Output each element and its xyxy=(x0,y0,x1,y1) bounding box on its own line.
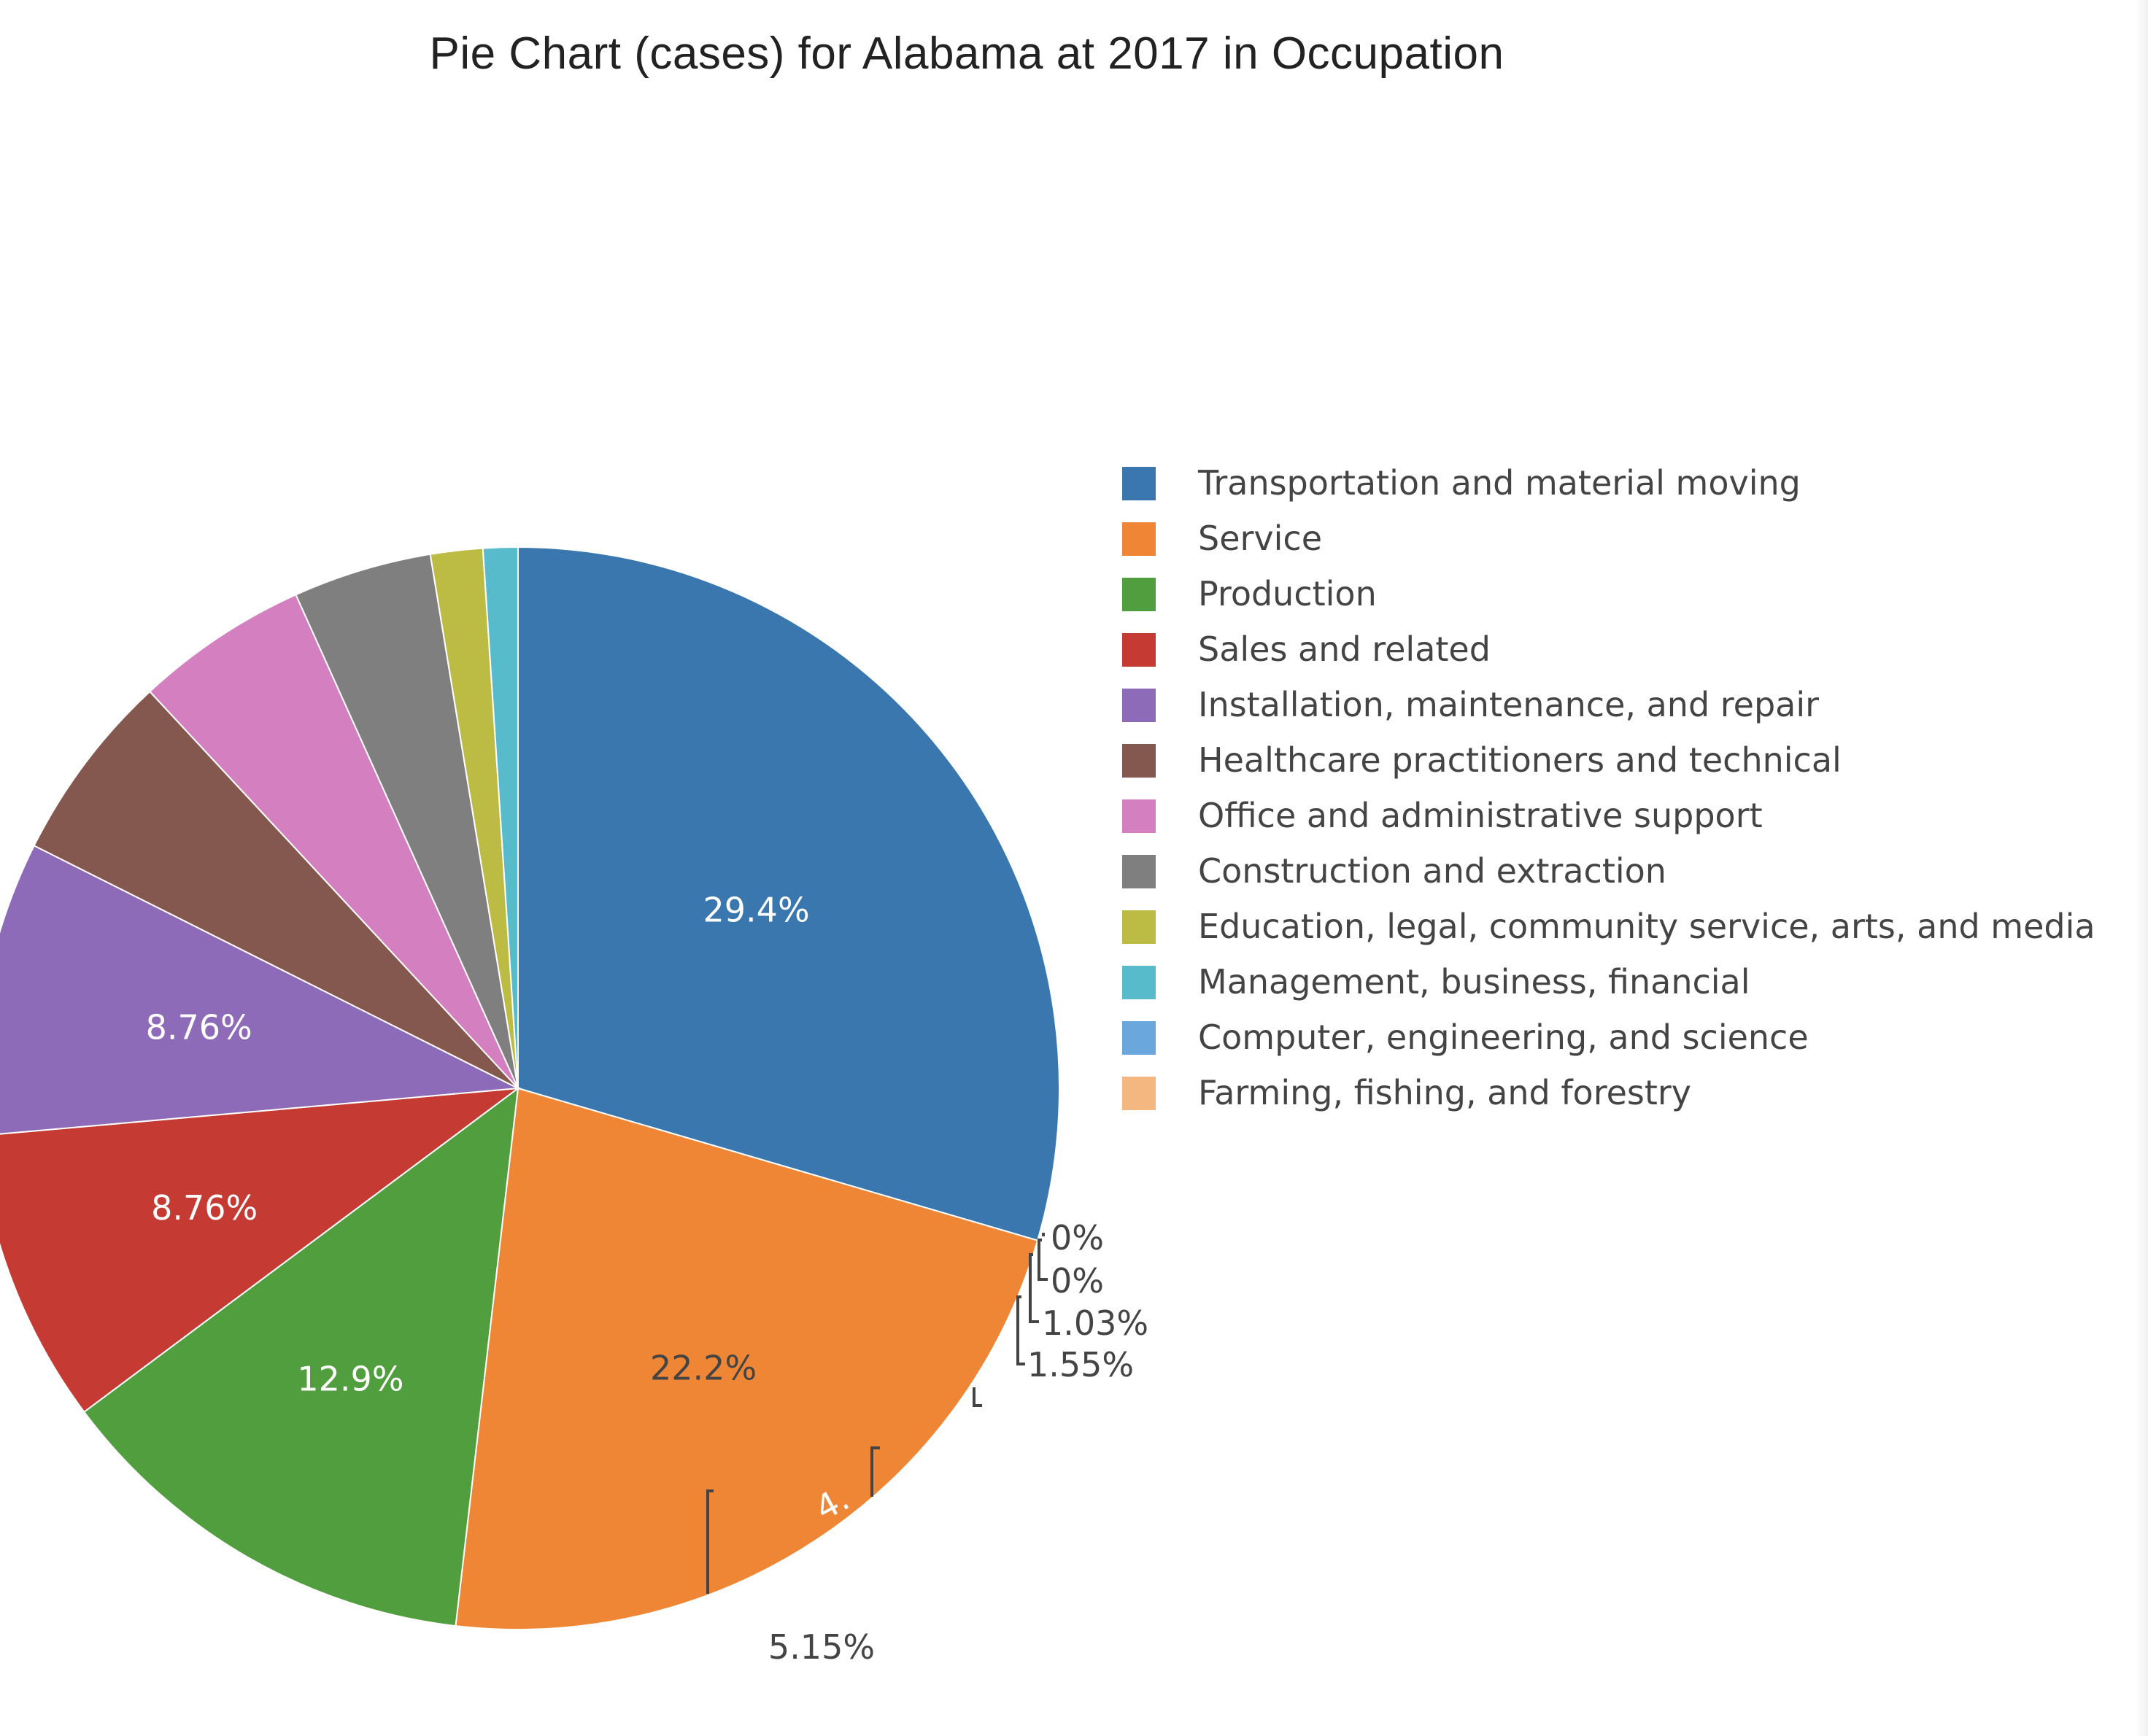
legend-label: Service xyxy=(1198,519,1322,558)
connector-construction-inner xyxy=(870,1446,880,1497)
pie-slice-management-business-financial[interactable] xyxy=(482,546,519,1089)
legend-label: Management, business, financial xyxy=(1198,962,1750,1001)
slice-label-office-and-administrative-support: 5.15% xyxy=(768,1627,875,1667)
connector-management-business-financial xyxy=(1029,1253,1039,1323)
legend-item-management-business-financial[interactable]: Management, business, financial xyxy=(1122,962,1750,1001)
legend-item-transportation-and-material-moving[interactable]: Transportation and material moving xyxy=(1122,463,1801,503)
legend-item-production[interactable]: Production xyxy=(1122,574,1377,613)
legend-label: Production xyxy=(1198,574,1377,613)
legend-swatch xyxy=(1122,633,1156,667)
legend-swatch xyxy=(1122,744,1156,778)
slice-label-education-legal-community-service-arts-and-media: 1.55% xyxy=(1027,1345,1134,1384)
slice-label-transportation-and-material-moving: 29.4% xyxy=(703,890,810,929)
slice-label-computer-engineering-and-science: 0% xyxy=(1051,1261,1104,1301)
legend-item-construction-and-extraction[interactable]: Construction and extraction xyxy=(1122,851,1666,891)
legend-item-computer-engineering-and-science[interactable]: Computer, engineering, and science xyxy=(1122,1018,1809,1057)
legend-swatch xyxy=(1122,522,1156,556)
legend-swatch xyxy=(1122,467,1156,500)
legend-item-farming-fishing-and-forestry[interactable]: Farming, fishing, and forestry xyxy=(1122,1073,1691,1112)
legend-label: Installation, maintenance, and repair xyxy=(1198,685,1819,724)
legend-swatch xyxy=(1122,578,1156,611)
legend-label: Farming, fishing, and forestry xyxy=(1198,1073,1691,1112)
legend[interactable]: Transportation and material moving Servic… xyxy=(1122,463,2095,1112)
legend-swatch xyxy=(1122,910,1156,944)
pie-slice-production[interactable] xyxy=(82,1086,519,1627)
legend-swatch xyxy=(1122,689,1156,722)
pie-slice-office-and-administrative-support[interactable] xyxy=(148,594,519,1089)
pie-slice-construction-and-extraction[interactable] xyxy=(295,553,519,1089)
connector-office-and-administrative-support xyxy=(706,1489,714,1594)
window-edge xyxy=(2135,0,2148,1736)
legend-label: Transportation and material moving xyxy=(1197,463,1801,503)
pie-slice-healthcare-practitioners-and-technical[interactable] xyxy=(33,690,519,1089)
legend-label: Education, legal, community service, art… xyxy=(1198,907,2095,946)
chart-title: Pie Chart (cases) for Alabama at 2017 in… xyxy=(429,28,1504,79)
pie-slices xyxy=(0,546,1060,1630)
legend-item-healthcare-practitioners-and-technical[interactable]: Healthcare practitioners and technical xyxy=(1122,740,1842,780)
legend-item-sales-and-related[interactable]: Sales and related xyxy=(1122,629,1491,669)
slice-label-management-business-financial: 1.03% xyxy=(1042,1303,1148,1343)
pie-slice-installation-maintenance-and-repair[interactable] xyxy=(0,844,521,1136)
legend-label: Office and administrative support xyxy=(1198,796,1763,835)
connector-education-legal-community-service-arts-and-media xyxy=(1016,1295,1025,1365)
legend-label: Sales and related xyxy=(1198,629,1491,669)
legend-item-service[interactable]: Service xyxy=(1122,519,1322,558)
legend-label: Healthcare practitioners and technical xyxy=(1198,740,1842,780)
connector-construction-and-extraction xyxy=(973,1387,982,1407)
legend-swatch xyxy=(1122,1021,1156,1055)
legend-label: Computer, engineering, and science xyxy=(1198,1018,1809,1057)
legend-swatch xyxy=(1122,966,1156,999)
legend-item-installation-maintenance-and-repair[interactable]: Installation, maintenance, and repair xyxy=(1122,685,1819,724)
legend-swatch xyxy=(1122,799,1156,833)
legend-swatch xyxy=(1122,1077,1156,1110)
legend-item-education-legal-community-service-arts-and-media[interactable]: Education, legal, community service, art… xyxy=(1122,907,2095,946)
legend-item-office-and-administrative-support[interactable]: Office and administrative support xyxy=(1122,796,1763,835)
legend-swatch xyxy=(1122,855,1156,888)
connector-computer-engineering-and-science xyxy=(1038,1239,1048,1281)
pie-slice-sales-and-related[interactable] xyxy=(0,1087,521,1414)
slice-label-service: 22.2% xyxy=(650,1349,757,1388)
slice-label-installation-maintenance-and-repair: 8.76% xyxy=(146,1008,252,1047)
legend-label: Construction and extraction xyxy=(1198,851,1666,891)
slice-label-production: 12.9% xyxy=(297,1360,403,1399)
slice-label-farming-fishing-and-forestry: 0% xyxy=(1051,1218,1104,1258)
label-connectors xyxy=(706,1233,1048,1594)
pie-slice-transportation-and-material-moving[interactable] xyxy=(517,546,1060,1241)
pie-slice-service[interactable] xyxy=(455,1087,1039,1630)
slice-label-sales-and-related: 8.76% xyxy=(151,1188,258,1228)
